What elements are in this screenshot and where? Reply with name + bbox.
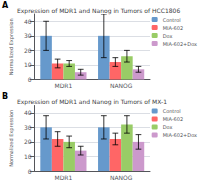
svg-text:10: 10 (24, 61, 32, 68)
svg-text:MIA-602: MIA-602 (163, 116, 183, 122)
svg-text:10: 10 (24, 153, 32, 160)
svg-text:NANOG: NANOG (110, 82, 133, 89)
svg-text:Expression of MDR1 and Nanog i: Expression of MDR1 and Nanog in Tumors o… (17, 98, 167, 106)
svg-text:Expression of MDR1 and Nanog i: Expression of MDR1 and Nanog in Tumors o… (17, 7, 180, 15)
svg-text:Dox: Dox (163, 124, 173, 130)
svg-text:MDR1: MDR1 (55, 82, 73, 89)
svg-text:40: 40 (24, 109, 32, 116)
svg-text:NANOG: NANOG (110, 174, 133, 181)
svg-text:MIA-602: MIA-602 (163, 25, 183, 31)
svg-text:Dox: Dox (163, 33, 173, 39)
svg-text:20: 20 (24, 138, 32, 145)
svg-text:30: 30 (24, 124, 32, 131)
svg-text:Control: Control (163, 108, 181, 114)
svg-text:0: 0 (28, 168, 32, 175)
svg-text:B: B (2, 92, 8, 101)
svg-text:40: 40 (24, 18, 32, 25)
svg-text:A: A (2, 1, 9, 10)
svg-text:Normalized Expression: Normalized Expression (8, 18, 15, 75)
svg-text:Control: Control (163, 17, 181, 23)
svg-text:MDR1: MDR1 (55, 174, 73, 181)
svg-text:20: 20 (24, 47, 32, 54)
svg-text:MIA-602+Dox: MIA-602+Dox (163, 41, 197, 47)
svg-text:0: 0 (28, 76, 32, 83)
svg-text:30: 30 (24, 32, 32, 39)
svg-text:MIA-602+Dox: MIA-602+Dox (163, 132, 197, 138)
svg-text:Normalized Expression: Normalized Expression (8, 110, 15, 167)
